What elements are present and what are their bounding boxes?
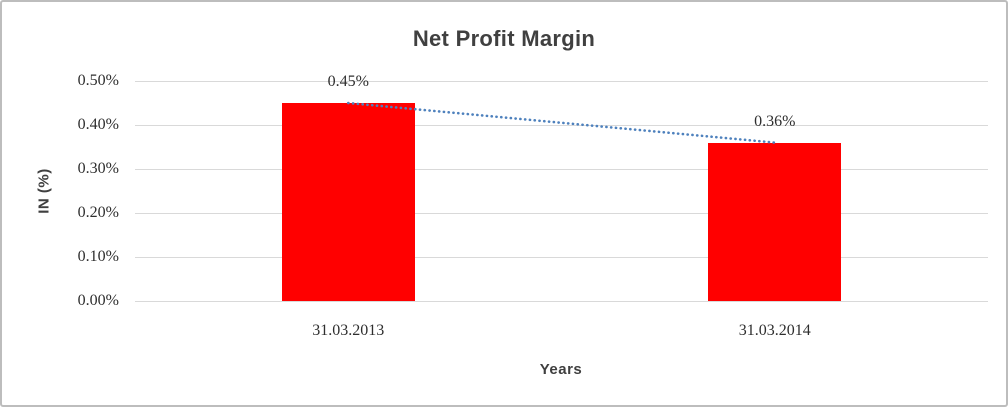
y-axis-tick-label: 0.20%: [77, 204, 119, 221]
gridline: [135, 256, 988, 258]
y-axis-tick-label: 0.10%: [77, 248, 119, 265]
y-axis-tick-label: 0.50%: [77, 72, 119, 89]
chart-title: Net Profit Margin: [412, 26, 596, 51]
data-label: 0.45%: [327, 73, 369, 90]
y-axis-tick-label: 0.30%: [77, 160, 119, 177]
bar-31.03.2014: [708, 142, 842, 301]
x-axis-title: Years: [539, 361, 583, 378]
gridline: [135, 80, 988, 82]
y-axis-tick-label: 0.00%: [77, 292, 119, 309]
bar-31.03.2013: [281, 103, 415, 301]
trendline: [346, 101, 777, 144]
x-axis-tick-label: 31.03.2014: [738, 322, 811, 339]
y-axis-tick-label: 0.40%: [77, 116, 119, 133]
gridline: [135, 300, 988, 302]
gridline: [135, 212, 988, 214]
data-label: 0.36%: [754, 112, 796, 130]
plot-area: 0.45% 0.36%: [135, 73, 988, 302]
x-axis-tick-label: 31.03.2013: [312, 322, 385, 339]
gridline: [135, 168, 988, 170]
gridline: [135, 124, 988, 126]
